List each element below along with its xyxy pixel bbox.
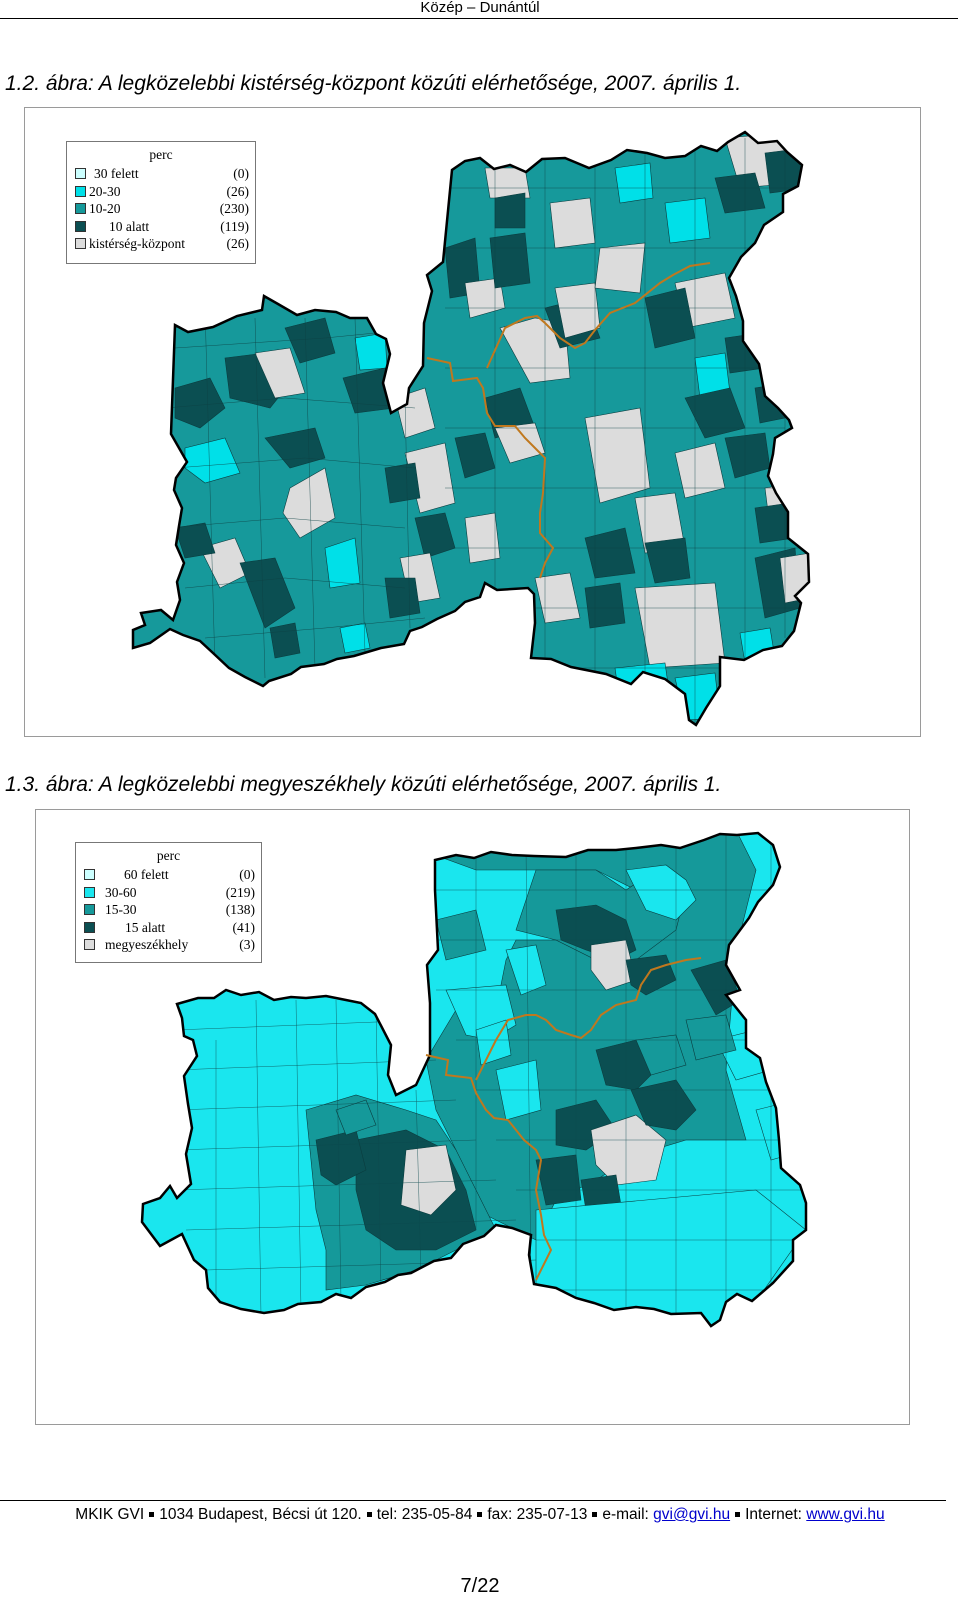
municipality-borders [164, 138, 805, 725]
legend-label: 15-30 [105, 902, 137, 917]
footer-fax: fax: 235-07-13 [487, 1506, 588, 1523]
legend-swatch [75, 203, 86, 214]
legend-box: perc 60 felett (0) 30-60 (219) 15-30 [75, 842, 262, 963]
figure-1-caption: 1.2. ábra: A legközelebbi kistérség-közp… [5, 72, 742, 95]
figure-1-map: perc 30 felett (0) 20-30 (26) 10-20 [24, 107, 921, 737]
separator-bullet [149, 1512, 155, 1518]
footer-org: MKIK GVI [75, 1506, 145, 1523]
legend-count: (119) [220, 218, 249, 234]
legend-row: 15 alatt (41) [76, 919, 261, 937]
legend-swatch [75, 220, 86, 232]
footer-internet-label: Internet: [745, 1506, 802, 1523]
legend-label: megyeszékhely [105, 937, 189, 952]
legend: perc 60 felett (0) 30-60 (219) 15-30 [75, 842, 262, 963]
legend-label: 20-30 [89, 183, 121, 199]
legend-title: perc [156, 848, 181, 863]
figure-2-map: perc 60 felett (0) 30-60 (219) 15-30 [35, 809, 910, 1425]
legend-count: (41) [232, 919, 256, 935]
legend-label: 30 felett [94, 166, 139, 181]
legend-swatch [75, 238, 86, 249]
legend-label: kistérség-központ [89, 236, 185, 251]
footer-tel: tel: 235-05-84 [376, 1506, 473, 1523]
header-rule [0, 18, 958, 19]
legend-label: 30-60 [105, 884, 137, 900]
legend-swatch [84, 921, 95, 933]
legend-row: 60 felett (0) [76, 866, 261, 884]
footer-email-label: e-mail: [602, 1506, 649, 1523]
legend-count: (219) [225, 884, 255, 900]
legend-row: megyeszékhely (3) [76, 936, 261, 954]
email-link[interactable]: gvi@gvi.hu [653, 1506, 731, 1523]
legend-count: (230) [219, 201, 249, 216]
legend-count: (26) [226, 183, 250, 199]
legend-row: kistérség-központ (26) [67, 235, 255, 253]
footer-address: 1034 Budapest, Bécsi út 120. [159, 1506, 362, 1523]
running-header: Közép – Dunántúl [420, 0, 540, 16]
legend-row: 30 felett (0) [67, 165, 255, 183]
county-border [426, 262, 711, 579]
legend-swatch [84, 869, 95, 880]
legend-count: (0) [233, 166, 249, 181]
legend: perc 30 felett (0) 20-30 (26) 10-20 [66, 141, 256, 264]
page-number: 7/22 [460, 1575, 500, 1597]
legend-label: 10-20 [89, 201, 121, 216]
figure-2-map-svg: perc 60 felett (0) 30-60 (219) 15-30 [75, 831, 808, 1328]
legend-row: 20-30 (26) [67, 183, 255, 201]
legend-swatch [84, 939, 95, 950]
legend-label: 15 alatt [125, 919, 166, 935]
website-link[interactable]: www.gvi.hu [806, 1506, 885, 1523]
separator-bullet [366, 1512, 372, 1518]
separator-bullet [592, 1512, 598, 1518]
legend-row: 10-20 (230) [67, 200, 255, 218]
legend-count: (0) [239, 867, 255, 882]
legend-row: 30-60 (219) [76, 884, 261, 902]
legend-count: (138) [225, 902, 255, 917]
municipality-borders [175, 835, 806, 1316]
legend-box: perc 30 felett (0) 20-30 (26) 10-20 [66, 141, 256, 264]
legend-count: (26) [226, 236, 250, 251]
legend-row: 10 alatt (119) [67, 218, 255, 236]
legend-swatch [84, 886, 95, 898]
legend-row: 15-30 (138) [76, 901, 261, 919]
legend-swatch [84, 904, 95, 915]
legend-swatch [75, 168, 86, 179]
legend-label: 60 felett [124, 867, 169, 882]
footer-rule [0, 1500, 946, 1501]
region-outline [140, 831, 808, 1328]
legend-swatch [75, 185, 86, 197]
legend-count: (3) [239, 937, 255, 952]
figure-2-caption: 1.3. ábra: A legközelebbi megyeszékhely … [5, 773, 722, 796]
figure-1-map-svg: perc 30 felett (0) 20-30 (26) 10-20 [66, 130, 811, 727]
footer: MKIK GVI 1034 Budapest, Bécsi út 120. tel:… [0, 1506, 960, 1524]
legend-label: 10 alatt [109, 218, 150, 234]
separator-bullet [477, 1512, 483, 1518]
legend-title: perc [149, 147, 173, 162]
region-outline [131, 130, 811, 727]
separator-bullet [735, 1512, 741, 1518]
county-border [425, 957, 702, 1281]
